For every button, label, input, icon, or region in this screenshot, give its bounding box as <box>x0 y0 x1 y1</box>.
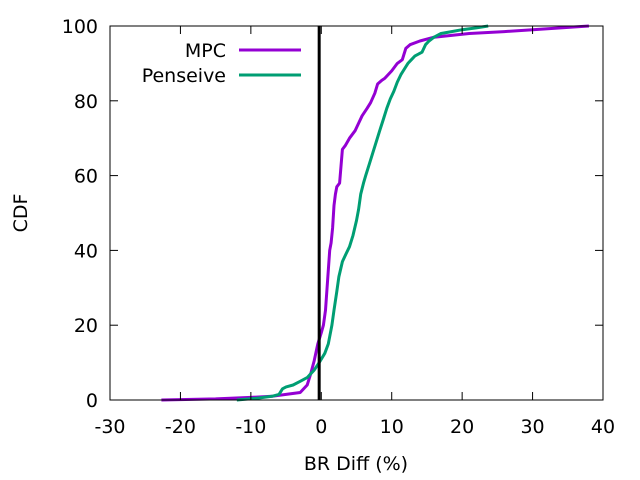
series-line-penseive <box>236 24 489 402</box>
series-layer <box>161 24 590 402</box>
y-tick-label: 100 <box>62 16 98 38</box>
y-tick-label: 60 <box>74 166 98 188</box>
y-axis-title: CDF <box>10 194 32 233</box>
x-tick-label: 0 <box>315 416 327 438</box>
y-tick-label: 0 <box>86 390 98 412</box>
y-tick-label: 40 <box>74 240 98 262</box>
x-axis-title: BR Diff (%) <box>304 453 408 475</box>
x-tick-label: -20 <box>165 416 196 438</box>
legend: MPC Penseive <box>142 40 301 87</box>
legend-label-mpc: MPC <box>185 40 226 62</box>
y-tick-label: 80 <box>74 91 98 113</box>
x-tick-label: 20 <box>450 416 474 438</box>
plot-frame <box>109 25 604 401</box>
x-tick-label: 40 <box>591 416 615 438</box>
legend-label-penseive: Penseive <box>142 65 226 87</box>
series-line-mpc <box>161 24 590 402</box>
x-tick-label: 30 <box>520 416 544 438</box>
y-tick-label: 20 <box>74 315 98 337</box>
x-tick-label: 10 <box>380 416 404 438</box>
x-tick-label: -10 <box>235 416 266 438</box>
axis-ticks: -30 -20 -10 0 10 20 30 40 0 20 40 60 80 100 <box>62 16 615 438</box>
x-tick-label: -30 <box>94 416 125 438</box>
